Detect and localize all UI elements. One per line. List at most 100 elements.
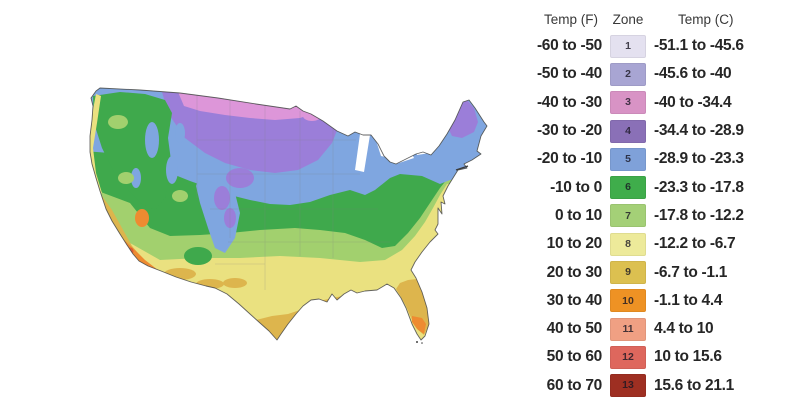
lake-erie — [394, 154, 414, 164]
temp-c-value: -40 to -34.4 — [654, 93, 732, 111]
mogollon-green-patch — [184, 247, 212, 265]
zone-number: 13 — [622, 379, 634, 392]
zone-color-swatch: 6 — [610, 176, 646, 200]
florida-keys — [416, 341, 418, 343]
temp-f-value: 10 to 20 — [546, 235, 603, 253]
zone-color-swatch: 13 — [610, 374, 646, 398]
us-hardiness-map — [89, 87, 488, 344]
rockies-purple-patch-south — [224, 208, 236, 228]
legend-header-temp-c: Temp (C) — [678, 11, 734, 27]
temp-c-value: -17.8 to -12.2 — [654, 206, 744, 224]
nevada-blue-patch — [131, 168, 141, 188]
zone-number: 9 — [625, 266, 631, 279]
legend-row: -40 to -30 3 -40 to -34.4 — [528, 89, 794, 117]
zone-color-swatch: 5 — [610, 147, 646, 171]
legend-rows: -60 to -50 1 -51.1 to -45.6 -50 to -40 2… — [528, 32, 794, 400]
zone-number: 7 — [625, 209, 631, 222]
zone4-upstate-ny — [426, 129, 444, 143]
columbia-basin-lightgreen — [108, 115, 128, 129]
florida-keys-2 — [421, 342, 423, 344]
temp-f-value: 30 to 40 — [546, 291, 603, 309]
zone9-west-texas — [223, 278, 247, 288]
zone4-nebraska-tongue — [226, 168, 254, 188]
zone-color-swatch: 11 — [610, 317, 646, 341]
temp-f-value: 20 to 30 — [546, 263, 603, 281]
zone-number: 5 — [625, 153, 631, 166]
legend-row: 60 to 70 13 15.6 to 21.1 — [528, 372, 794, 400]
idaho-blue-patch — [145, 122, 159, 158]
temp-c-value: 15.6 to 21.1 — [654, 376, 734, 394]
temp-f-value: 60 to 70 — [546, 376, 603, 394]
four-corners-lightgreen — [172, 190, 188, 202]
zone-number: 6 — [625, 181, 631, 194]
legend-row: -60 to -50 1 -51.1 to -45.6 — [528, 32, 794, 60]
temp-c-value: -51.1 to -45.6 — [654, 37, 744, 55]
zone3-minnesota — [303, 111, 321, 121]
legend-row: 30 to 40 10 -1.1 to 4.4 — [528, 287, 794, 315]
zone-color-swatch: 9 — [610, 261, 646, 285]
zone-color-swatch: 8 — [610, 232, 646, 256]
zone-number: 12 — [622, 351, 634, 364]
sierra-foothills-orange — [135, 209, 149, 227]
legend-row: 10 to 20 8 -12.2 to -6.7 — [528, 230, 794, 258]
temp-c-value: 10 to 15.6 — [654, 348, 722, 366]
legend-header-temp-f: Temp (F) — [544, 11, 598, 27]
montana-blue-patch — [175, 123, 185, 143]
zone10-florida-tip — [412, 316, 426, 334]
legend-row: 40 to 50 11 4.4 to 10 — [528, 315, 794, 343]
zone-number: 10 — [622, 294, 634, 307]
zone-number: 3 — [625, 96, 631, 109]
zone-number: 11 — [622, 322, 634, 335]
temp-c-value: -12.2 to -6.7 — [654, 235, 736, 253]
zone-number: 4 — [625, 124, 631, 137]
zone-color-swatch: 1 — [610, 34, 646, 58]
temp-f-value: 40 to 50 — [546, 320, 603, 338]
temp-f-value: 50 to 60 — [546, 348, 603, 366]
california-gold — [98, 196, 148, 264]
legend-row: -30 to -20 4 -34.4 to -28.9 — [528, 117, 794, 145]
zone-color-swatch: 3 — [610, 91, 646, 115]
legend-header-zone: Zone — [612, 11, 644, 27]
nevada-lightgreen — [118, 172, 134, 184]
temp-f-value: -30 to -20 — [536, 122, 602, 140]
zone-legend: Temp (F) Zone Temp (C) -60 to -50 1 -51.… — [528, 6, 794, 400]
temp-f-value: -60 to -50 — [536, 37, 602, 55]
temp-c-value: -6.7 to -1.1 — [654, 263, 728, 281]
utah-blue-patch — [166, 156, 178, 184]
temp-f-value: -20 to -10 — [536, 150, 602, 168]
temp-c-value: -45.6 to -40 — [654, 65, 732, 83]
temp-c-value: -1.1 to 4.4 — [654, 291, 723, 309]
temp-c-value: -28.9 to -23.3 — [654, 150, 744, 168]
temp-f-value: -50 to -40 — [536, 65, 602, 83]
zone-color-swatch: 7 — [610, 204, 646, 228]
legend-header-row: Temp (F) Zone Temp (C) — [528, 6, 794, 32]
legend-row: -10 to 0 6 -23.3 to -17.8 — [528, 173, 794, 201]
temp-f-value: -40 to -30 — [536, 93, 602, 111]
rockies-purple-patch — [214, 186, 230, 210]
temp-f-value: 0 to 10 — [554, 206, 602, 224]
zone-color-swatch: 4 — [610, 119, 646, 143]
zone-color-swatch: 10 — [610, 289, 646, 313]
zone-number: 8 — [625, 237, 631, 250]
legend-row: 0 to 10 7 -17.8 to -12.2 — [528, 202, 794, 230]
state-lines — [196, 93, 390, 290]
legend-row: -50 to -40 2 -45.6 to -40 — [528, 60, 794, 88]
legend-row: 20 to 30 9 -6.7 to -1.1 — [528, 258, 794, 286]
lake-huron — [374, 132, 389, 158]
zone9-south-texas — [256, 310, 300, 340]
temp-f-value: -10 to 0 — [550, 178, 602, 196]
zone-color-swatch: 2 — [610, 62, 646, 86]
long-island — [455, 165, 469, 171]
temp-c-value: 4.4 to 10 — [654, 320, 714, 338]
lake-michigan — [355, 134, 370, 172]
temp-c-value: -34.4 to -28.9 — [654, 122, 744, 140]
zone-color-swatch: 12 — [610, 345, 646, 369]
temp-c-value: -23.3 to -17.8 — [654, 178, 744, 196]
legend-row: -20 to -10 5 -28.9 to -23.3 — [528, 145, 794, 173]
us-map-container — [50, 78, 510, 358]
us-coastline — [89, 87, 488, 341]
lake-superior — [310, 100, 360, 130]
zone-number: 1 — [625, 39, 631, 52]
legend-row: 50 to 60 12 10 to 15.6 — [528, 343, 794, 371]
